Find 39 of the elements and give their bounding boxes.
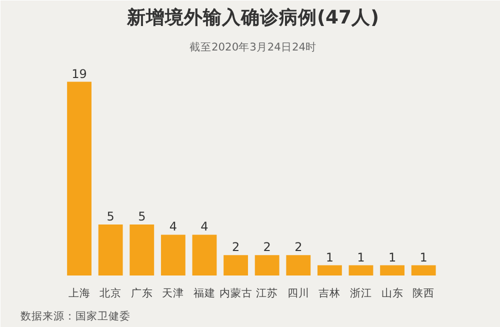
- bar: [380, 265, 404, 276]
- data-label: 1: [357, 250, 365, 264]
- x-tick-label: 北京: [100, 286, 122, 300]
- x-tick-label: 陕西: [412, 286, 435, 300]
- bar: [98, 224, 123, 276]
- bar: [224, 255, 248, 276]
- data-label: 19: [72, 66, 87, 81]
- data-label: 1: [388, 250, 396, 264]
- data-label: 5: [138, 210, 146, 224]
- x-tick-label: 福建: [193, 286, 216, 300]
- x-tick-label: 内蒙古: [219, 286, 252, 300]
- data-label: 2: [232, 240, 240, 254]
- x-tick-label: 江苏: [256, 286, 278, 300]
- chart-subtitle: 截至2020年3月24日24时: [189, 40, 317, 54]
- x-tick-label: 上海: [68, 286, 90, 300]
- bar: [192, 234, 217, 276]
- x-tick-label: 天津: [162, 286, 184, 300]
- x-tick-label: 浙江: [350, 286, 372, 300]
- bar: [160, 234, 186, 276]
- chart-title: 新增境外输入确诊病例(47人): [126, 6, 380, 28]
- data-label: 1: [326, 250, 334, 264]
- x-tick-label: 吉林: [318, 286, 341, 300]
- bar: [67, 82, 92, 276]
- bar: [411, 265, 436, 276]
- data-label: 4: [200, 220, 208, 234]
- data-label: 1: [420, 250, 428, 264]
- x-tick-label: 山东: [381, 286, 404, 300]
- x-tick-label: 广东: [130, 286, 153, 300]
- data-label: 2: [294, 240, 302, 254]
- bar: [286, 255, 311, 276]
- bar: [130, 224, 154, 276]
- data-label: 5: [106, 210, 114, 224]
- bar: [254, 255, 280, 276]
- data-label: 4: [169, 220, 178, 234]
- bar: [348, 265, 374, 276]
- bar: [317, 265, 342, 276]
- x-tick-label: 四川: [287, 286, 310, 300]
- data-label: 2: [263, 240, 271, 254]
- source-note: 数据来源：国家卫健委: [20, 310, 130, 322]
